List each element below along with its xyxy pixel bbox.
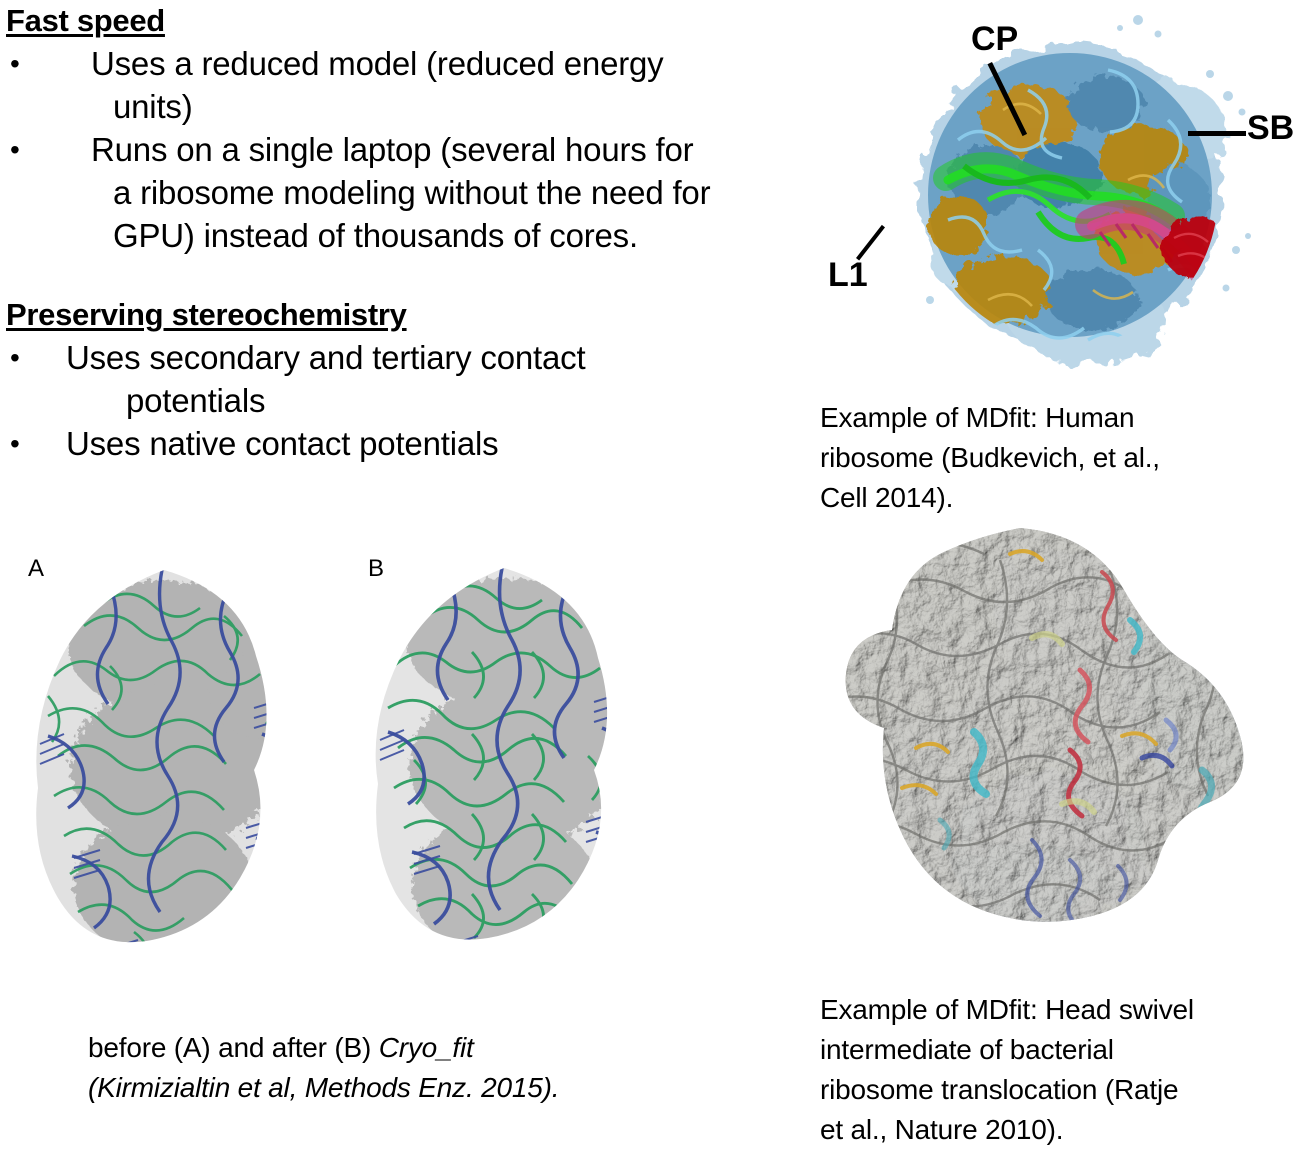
bullet-line: potentials	[126, 382, 266, 419]
bullet-text: Uses secondary and tertiary contact poten…	[6, 336, 706, 422]
bullet-list-stereochemistry: • Uses secondary and tertiary contact pot…	[6, 336, 706, 465]
human-ribosome-density-image	[918, 15, 1251, 364]
bullet-item: • Runs on a single laptop (several hours…	[6, 128, 746, 257]
bullet-item: • Uses a reduced model (reduced energy un…	[6, 42, 746, 128]
map-label-cp: CP	[971, 20, 1019, 58]
caption-cryofit-italic-title: Cryo_fit	[378, 1032, 474, 1063]
bullet-text: Uses native contact potentials	[6, 422, 706, 465]
bullet-marker-icon: •	[10, 342, 20, 373]
section-heading-preserving-stereochemistry: Preserving stereochemistry	[6, 297, 407, 332]
bullet-text: Uses a reduced model (reduced energy unit…	[6, 42, 746, 128]
bullet-line: Uses a reduced model (reduced energy	[91, 45, 664, 82]
panel-letter-a: A	[28, 555, 45, 582]
figure-cryofit-before	[14, 556, 354, 986]
bullet-item: • Uses native contact potentials	[6, 422, 706, 465]
caption-cryofit: before (A) and after (B) Cryo_fit (Kirmiz…	[88, 1028, 688, 1108]
panel-letter-b: B	[368, 555, 385, 582]
bullet-marker-icon: •	[10, 48, 20, 79]
bullet-line: a ribosome modeling without the need for	[113, 174, 711, 211]
section-fast-speed: Fast speed • Uses a reduced model (reduc…	[6, 2, 746, 257]
bullet-line: Uses native contact potentials	[66, 425, 499, 462]
map-label-sb: SB	[1247, 109, 1295, 147]
bullet-line: GPU) instead of thousands of cores.	[113, 217, 638, 254]
ribosome-model-after-image	[375, 568, 608, 940]
caption-bacterial-ribosome: Example of MDfit: Head swivel intermedia…	[820, 994, 1194, 1145]
bullet-list-fast-speed: • Uses a reduced model (reduced energy un…	[6, 42, 746, 257]
bullet-line: Runs on a single laptop (several hours f…	[91, 131, 694, 168]
figure-bacterial-ribosome	[770, 520, 1298, 980]
map-label-l1: L1	[828, 256, 868, 294]
figure-human-ribosome	[838, 0, 1298, 390]
caption-cryofit-italic-ref: (Kirmizialtin et al, Methods Enz. 2015).	[88, 1072, 560, 1103]
figure-cryofit-after	[352, 556, 692, 986]
bullet-marker-icon: •	[10, 428, 20, 459]
bullet-item: • Uses secondary and tertiary contact pot…	[6, 336, 706, 422]
bullet-marker-icon: •	[10, 134, 20, 165]
bullet-line: units)	[113, 88, 193, 125]
leader-line-sb	[1188, 131, 1246, 136]
caption-human-ribosome: Example of MDfit: Human ribosome (Budkev…	[820, 402, 1160, 513]
bullet-text: Runs on a single laptop (several hours f…	[6, 128, 746, 257]
bullet-line: Uses secondary and tertiary contact	[66, 339, 586, 376]
section-heading-fast-speed: Fast speed	[6, 3, 165, 38]
section-preserving-stereochemistry: Preserving stereochemistry • Uses second…	[6, 296, 706, 465]
bacterial-ribosome-surface-image	[845, 528, 1244, 922]
caption-cryofit-plain: before (A) and after (B)	[88, 1032, 379, 1063]
ribosome-model-before-image	[36, 570, 267, 943]
